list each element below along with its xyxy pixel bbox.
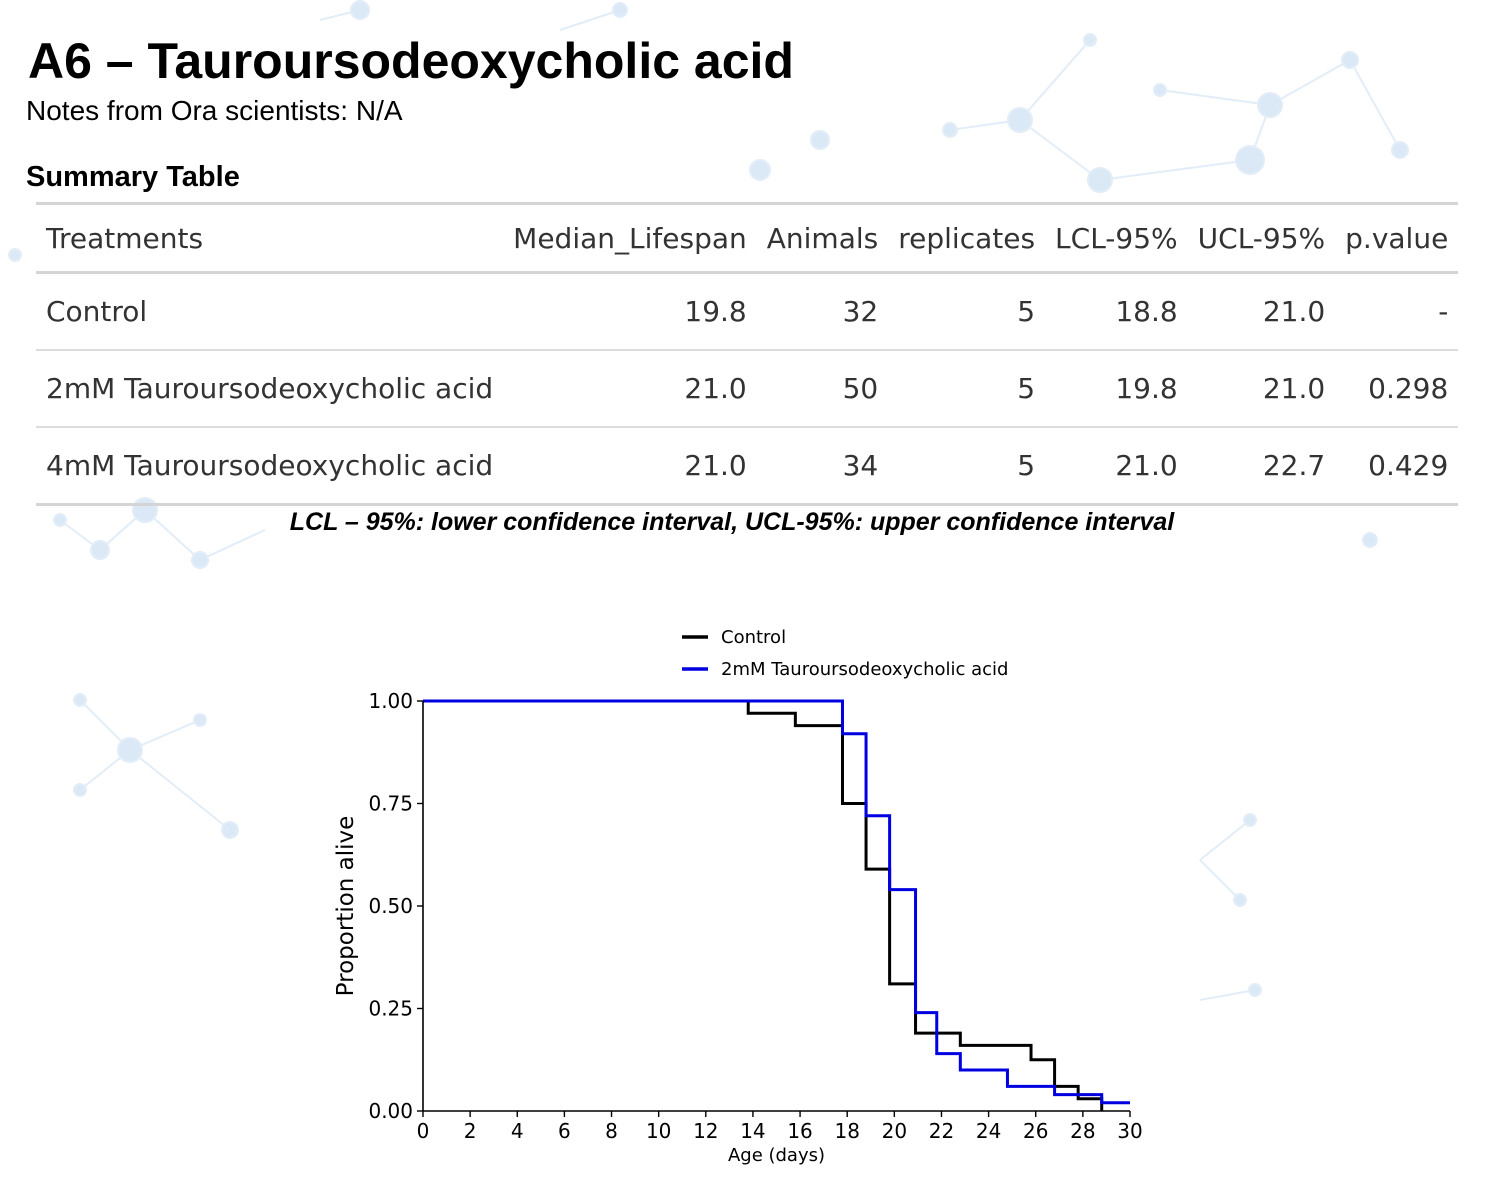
cell-median-lifespan: 21.0	[503, 350, 757, 428]
x-tick-label: 10	[646, 1119, 671, 1143]
summary-table: Treatments Median_Lifespan Animals repli…	[36, 202, 1459, 506]
cell-p-value: 0.429	[1335, 427, 1459, 506]
cell-ucl: 21.0	[1187, 350, 1336, 428]
column-header-treatments: Treatments	[36, 202, 504, 274]
x-tick-label: 14	[740, 1119, 765, 1143]
cell-replicates: 5	[888, 427, 1046, 506]
series-line-control	[423, 699, 1104, 1111]
column-header-ucl: UCL-95%	[1187, 202, 1336, 274]
x-tick-label: 26	[1023, 1119, 1048, 1143]
y-tick-label: 0.00	[368, 1099, 413, 1123]
column-header-median-lifespan: Median_Lifespan	[503, 202, 757, 274]
cell-animals: 50	[756, 350, 889, 428]
cell-treatment: 2mM Tauroursodeoxycholic acid	[36, 350, 504, 428]
series-line-2mm-tauroursodeoxycholic-acid	[423, 699, 1130, 1105]
table-row: Control 19.8 32 5 18.8 21.0 -	[36, 272, 1459, 351]
cell-median-lifespan: 21.0	[503, 427, 757, 506]
y-axis-label: Proportion alive	[333, 816, 359, 997]
column-header-lcl: LCL-95%	[1045, 202, 1188, 274]
x-tick-label: 2	[464, 1119, 477, 1143]
x-tick-label: 0	[417, 1119, 430, 1143]
cell-treatment: 4mM Tauroursodeoxycholic acid	[36, 427, 504, 506]
table-row: 2mM Tauroursodeoxycholic acid 21.0 50 5 …	[36, 350, 1459, 428]
y-tick-label: 0.25	[368, 997, 413, 1021]
cell-lcl: 19.8	[1045, 350, 1188, 428]
cell-p-value: -	[1335, 272, 1459, 351]
cell-treatment: Control	[36, 272, 504, 351]
x-tick-label: 20	[882, 1119, 907, 1143]
column-header-replicates: replicates	[888, 202, 1046, 274]
cell-lcl: 21.0	[1045, 427, 1188, 506]
x-axis-label: Age (days)	[728, 1145, 825, 1166]
page-title: A6 – Tauroursodeoxycholic acid	[28, 33, 794, 89]
scientist-notes: Notes from Ora scientists: N/A	[26, 95, 403, 126]
x-tick-label: 30	[1117, 1119, 1142, 1143]
x-tick-label: 12	[693, 1119, 718, 1143]
table-caption: LCL – 95%: lower confidence interval, UC…	[289, 508, 1175, 536]
x-tick-label: 24	[976, 1119, 1001, 1143]
x-tick-label: 8	[605, 1119, 618, 1143]
cell-replicates: 5	[888, 272, 1046, 351]
x-tick-label: 18	[834, 1119, 859, 1143]
summary-table-heading: Summary Table	[26, 161, 240, 193]
survival-chart: 0 2 4 6 8 10 12 14 16 18 20 22 24 26 28 300.000.250.500…	[333, 627, 1143, 1166]
legend-label: 2mM Tauroursodeoxycholic acid	[721, 659, 1008, 680]
x-tick-label: 28	[1070, 1119, 1095, 1143]
cell-replicates: 5	[888, 350, 1046, 428]
y-tick-label: 1.00	[368, 689, 413, 713]
y-tick-label: 0.50	[368, 894, 413, 918]
x-tick-label: 22	[929, 1119, 954, 1143]
column-header-p-value: p.value	[1335, 202, 1459, 274]
table-row: 4mM Tauroursodeoxycholic acid 21.0 34 5 …	[36, 427, 1459, 506]
y-tick-label: 0.75	[368, 792, 413, 816]
cell-animals: 34	[756, 427, 889, 506]
cell-median-lifespan: 19.8	[503, 272, 757, 351]
x-tick-label: 16	[787, 1119, 812, 1143]
cell-p-value: 0.298	[1335, 350, 1459, 428]
cell-lcl: 18.8	[1045, 272, 1188, 351]
cell-ucl: 21.0	[1187, 272, 1336, 351]
table-header-row: Treatments Median_Lifespan Animals repli…	[36, 202, 1459, 274]
x-tick-label: 6	[558, 1119, 571, 1143]
cell-animals: 32	[756, 272, 889, 351]
cell-ucl: 22.7	[1187, 427, 1336, 506]
legend-label: Control	[721, 627, 786, 648]
survival-chart-panel: 0 2 4 6 8 10 12 14 16 18 20 22 24 26 28 30 0.00 0.25 0.50 0…	[268, 568, 1196, 1186]
x-tick-label: 4	[511, 1119, 524, 1143]
column-header-animals: Animals	[756, 202, 889, 274]
